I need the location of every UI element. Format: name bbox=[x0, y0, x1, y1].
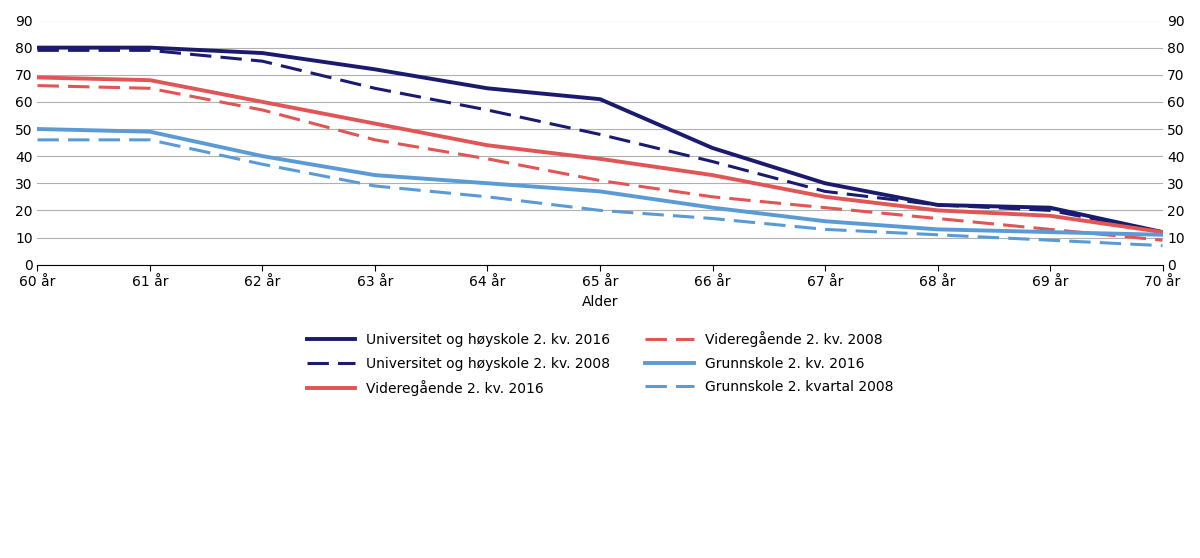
Legend: Universitet og høyskole 2. kv. 2016, Universitet og høyskole 2. kv. 2008, Videre: Universitet og høyskole 2. kv. 2016, Uni… bbox=[301, 325, 899, 402]
X-axis label: Alder: Alder bbox=[582, 295, 618, 309]
